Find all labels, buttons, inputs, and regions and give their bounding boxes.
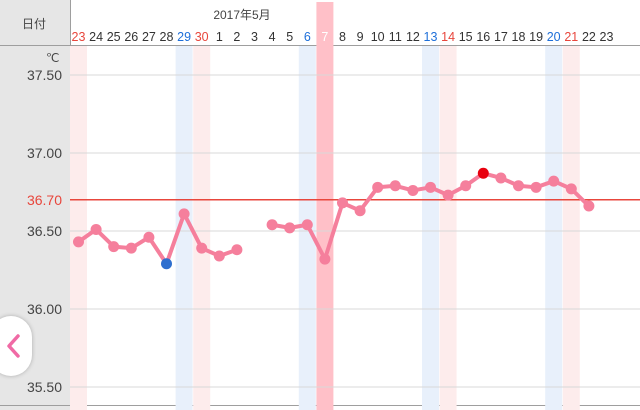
day-label[interactable]: 21: [564, 30, 578, 44]
day-label[interactable]: 4: [269, 30, 276, 44]
data-point[interactable]: [460, 180, 472, 192]
day-label[interactable]: 26: [124, 30, 138, 44]
day-band-red: [193, 46, 211, 410]
day-label[interactable]: 10: [371, 30, 385, 44]
data-point[interactable]: [90, 223, 102, 235]
day-label[interactable]: 27: [142, 30, 156, 44]
month-label: 2017年5月: [213, 8, 270, 22]
data-point[interactable]: [284, 222, 296, 234]
series-line: [76, 211, 239, 266]
chevron-left-icon: [7, 334, 20, 358]
day-label[interactable]: 19: [529, 30, 543, 44]
data-point[interactable]: [143, 231, 155, 243]
day-label[interactable]: 1: [216, 30, 223, 44]
data-point[interactable]: [337, 197, 348, 209]
day-label[interactable]: 15: [459, 30, 473, 44]
day-label[interactable]: 8: [339, 30, 346, 44]
day-label[interactable]: 3: [251, 30, 258, 44]
day-band-red: [562, 46, 580, 410]
day-label[interactable]: 7: [321, 30, 328, 44]
data-point[interactable]: [196, 242, 208, 254]
day-band-blue: [545, 46, 563, 410]
day-label[interactable]: 22: [582, 30, 596, 44]
day-label[interactable]: 17: [494, 30, 508, 44]
data-point[interactable]: [178, 208, 190, 220]
day-label[interactable]: 24: [89, 30, 103, 44]
y-tick-label-reference: 36.70: [27, 192, 62, 208]
day-label[interactable]: 12: [406, 30, 420, 44]
y-tick-label: 35.50: [27, 379, 62, 395]
data-point[interactable]: [495, 172, 507, 184]
day-label[interactable]: 9: [357, 30, 364, 44]
date-column-label: 日付: [22, 17, 46, 31]
day-band-today: [316, 2, 334, 410]
day-label[interactable]: 20: [547, 30, 561, 44]
day-label[interactable]: 14: [441, 30, 455, 44]
data-point[interactable]: [354, 205, 366, 217]
data-point[interactable]: [319, 253, 331, 265]
data-point[interactable]: [125, 242, 137, 254]
day-label[interactable]: 18: [512, 30, 526, 44]
date-header: [70, 0, 640, 46]
y-tick-label: 36.00: [27, 301, 62, 317]
day-label[interactable]: 6: [304, 30, 311, 44]
prev-period-button[interactable]: [0, 316, 32, 376]
data-point[interactable]: [73, 236, 84, 248]
unit-label: ℃: [46, 51, 59, 65]
day-label[interactable]: 16: [476, 30, 490, 44]
y-tick-label: 37.50: [27, 67, 62, 83]
data-point[interactable]: [548, 175, 560, 187]
data-point[interactable]: [442, 189, 454, 201]
data-point[interactable]: [583, 200, 595, 212]
day-band-red: [439, 46, 457, 410]
y-tick-label: 36.50: [27, 223, 62, 239]
day-band-blue: [175, 46, 193, 410]
data-point[interactable]: [530, 181, 542, 193]
data-point[interactable]: [266, 219, 278, 231]
day-band-blue: [422, 46, 439, 410]
day-label[interactable]: 23: [72, 30, 86, 44]
data-point[interactable]: [301, 219, 313, 231]
day-label[interactable]: 2: [233, 30, 240, 44]
data-point[interactable]: [213, 250, 225, 262]
data-point[interactable]: [425, 181, 436, 193]
day-label[interactable]: 11: [389, 30, 402, 44]
data-point[interactable]: [108, 241, 120, 253]
data-point[interactable]: [407, 184, 419, 196]
y-tick-label: 37.00: [27, 145, 62, 161]
day-label[interactable]: 23: [600, 30, 614, 44]
data-point-min[interactable]: [161, 258, 172, 270]
day-band-red: [70, 46, 87, 410]
day-label[interactable]: 28: [160, 30, 174, 44]
data-point[interactable]: [389, 180, 401, 192]
data-point[interactable]: [231, 244, 243, 256]
day-label[interactable]: 30: [195, 30, 209, 44]
day-label[interactable]: 13: [424, 30, 438, 44]
day-label[interactable]: 5: [286, 30, 293, 44]
data-point[interactable]: [513, 180, 524, 192]
data-point[interactable]: [372, 181, 384, 193]
day-label[interactable]: 25: [107, 30, 121, 44]
data-point[interactable]: [565, 183, 577, 195]
data-point-max[interactable]: [477, 167, 489, 179]
day-label[interactable]: 29: [177, 30, 191, 44]
